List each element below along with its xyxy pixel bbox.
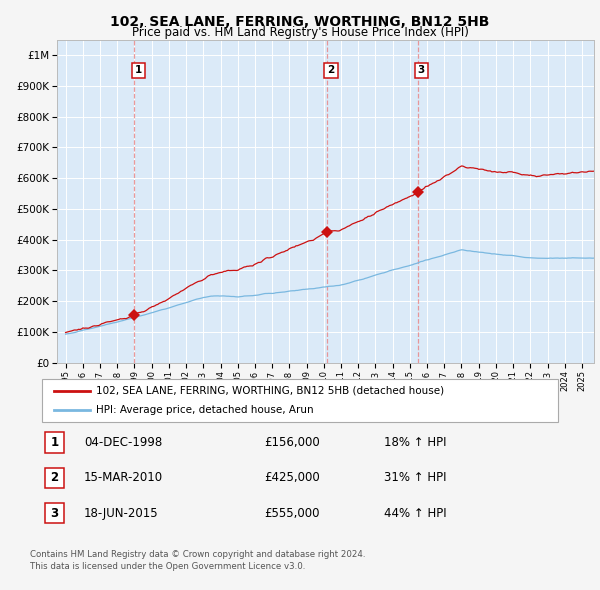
Text: 04-DEC-1998: 04-DEC-1998 — [84, 436, 162, 449]
Text: 1: 1 — [134, 65, 142, 76]
Text: 2: 2 — [328, 65, 335, 76]
Text: £156,000: £156,000 — [264, 436, 320, 449]
Text: Price paid vs. HM Land Registry's House Price Index (HPI): Price paid vs. HM Land Registry's House … — [131, 26, 469, 39]
Text: £555,000: £555,000 — [264, 507, 320, 520]
Text: 3: 3 — [50, 507, 59, 520]
Text: 1: 1 — [50, 436, 59, 449]
Text: 44% ↑ HPI: 44% ↑ HPI — [384, 507, 446, 520]
Text: 15-MAR-2010: 15-MAR-2010 — [84, 471, 163, 484]
Text: £425,000: £425,000 — [264, 471, 320, 484]
Text: 18-JUN-2015: 18-JUN-2015 — [84, 507, 158, 520]
Text: HPI: Average price, detached house, Arun: HPI: Average price, detached house, Arun — [96, 405, 314, 415]
Text: This data is licensed under the Open Government Licence v3.0.: This data is licensed under the Open Gov… — [30, 562, 305, 571]
Text: 3: 3 — [418, 65, 425, 76]
Text: 102, SEA LANE, FERRING, WORTHING, BN12 5HB (detached house): 102, SEA LANE, FERRING, WORTHING, BN12 5… — [96, 386, 444, 396]
Text: 2: 2 — [50, 471, 59, 484]
Text: 18% ↑ HPI: 18% ↑ HPI — [384, 436, 446, 449]
Text: Contains HM Land Registry data © Crown copyright and database right 2024.: Contains HM Land Registry data © Crown c… — [30, 550, 365, 559]
Text: 102, SEA LANE, FERRING, WORTHING, BN12 5HB: 102, SEA LANE, FERRING, WORTHING, BN12 5… — [110, 15, 490, 29]
Text: 31% ↑ HPI: 31% ↑ HPI — [384, 471, 446, 484]
